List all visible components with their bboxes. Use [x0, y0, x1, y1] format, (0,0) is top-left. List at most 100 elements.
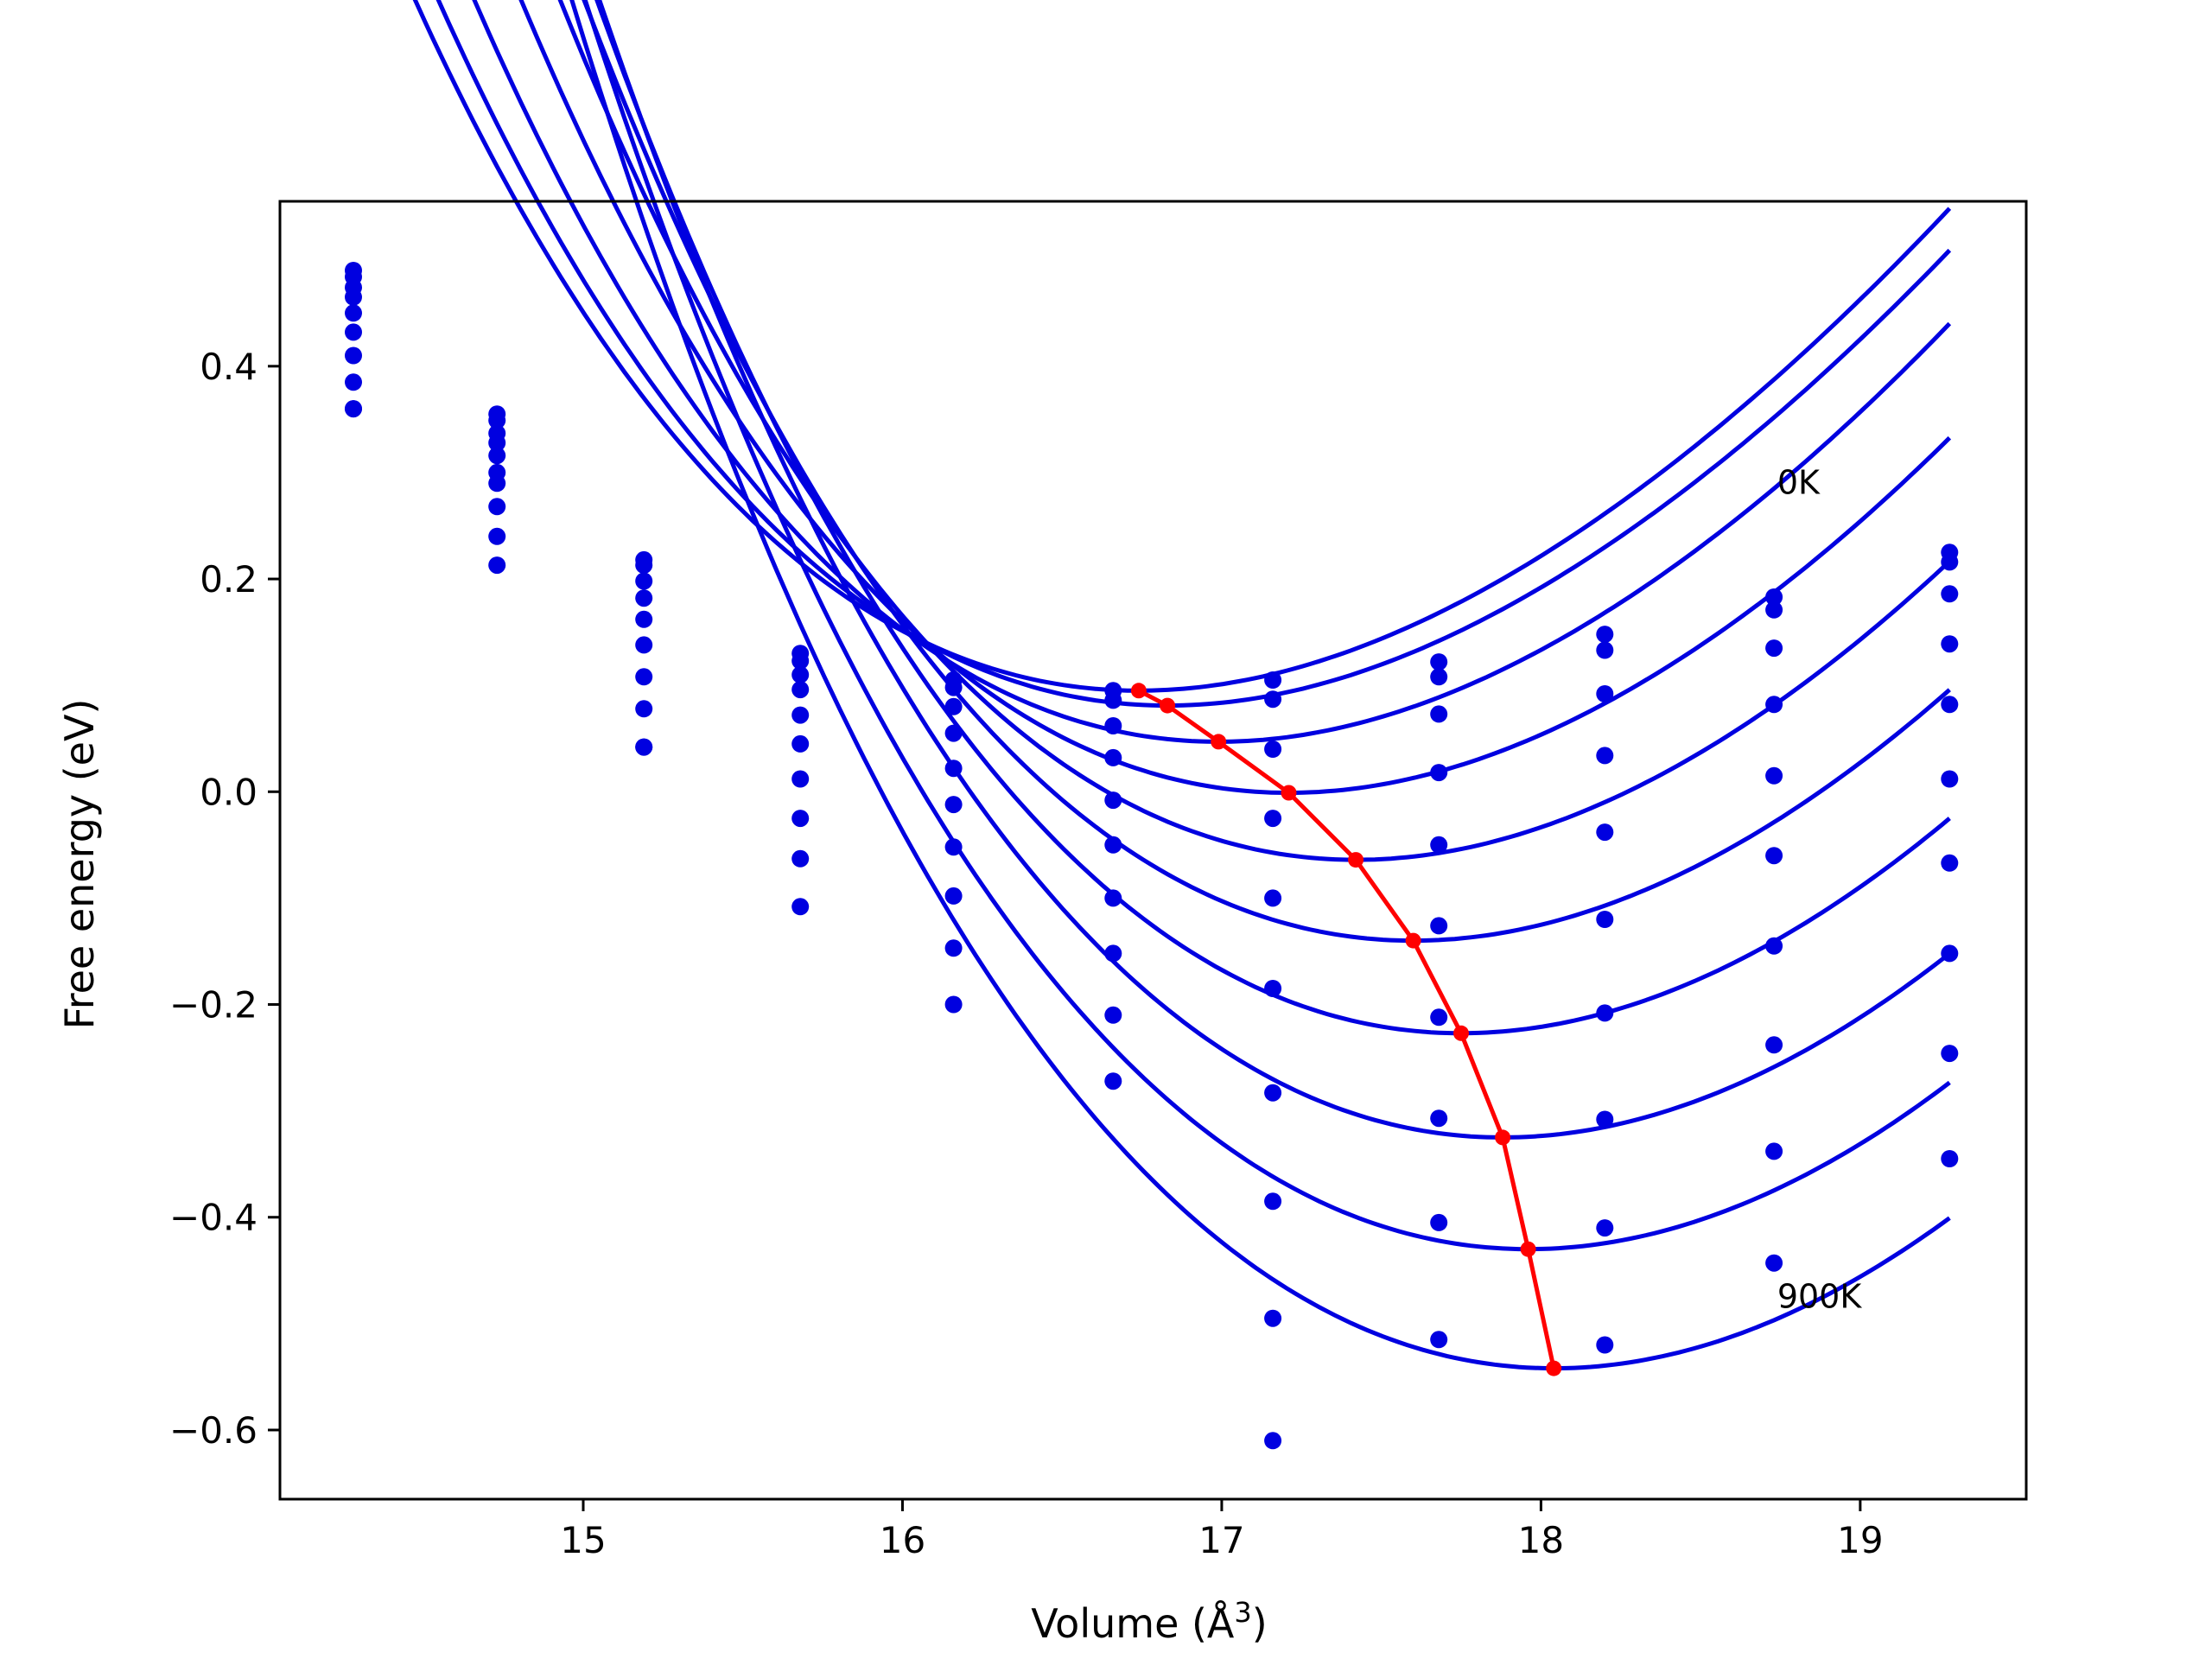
data-point: [1264, 690, 1282, 709]
minimum-point: [1546, 1360, 1562, 1376]
minimum-point: [1211, 734, 1227, 750]
minima-line: [1137, 689, 1556, 1370]
data-point: [791, 665, 810, 683]
data-point: [1765, 1142, 1783, 1160]
data-point: [488, 498, 506, 516]
y-tick-label: 0.2: [200, 558, 257, 601]
data-point: [345, 373, 362, 391]
data-point: [345, 346, 362, 365]
data-point: [488, 556, 506, 575]
data-point: [1941, 944, 1959, 963]
fit-curve-6: [582, 0, 1951, 944]
data-point: [1941, 696, 1959, 714]
data-point: [1104, 717, 1122, 734]
data-point: [1104, 791, 1122, 810]
data-point: [1104, 836, 1122, 854]
fit-curves: [412, 0, 1952, 1371]
data-point: [1596, 685, 1614, 702]
annotation-0k: 0K: [1777, 464, 1821, 502]
x-tick-label: 15: [560, 1519, 606, 1561]
data-point: [791, 681, 810, 699]
data-point: [1941, 585, 1959, 603]
data-point: [1104, 889, 1122, 907]
y-tick-label: 0.4: [200, 346, 257, 388]
annotations: 0K 900K: [1777, 464, 1863, 1316]
data-point: [1765, 696, 1783, 714]
y-tick-label: 0.0: [200, 771, 257, 813]
data-point: [1264, 741, 1282, 758]
y-tick-label: −0.2: [169, 984, 257, 1027]
data-point: [944, 760, 963, 778]
data-point: [635, 610, 653, 628]
data-point: [1941, 770, 1959, 788]
data-point: [791, 706, 810, 724]
y-tick-label: −0.6: [169, 1409, 257, 1452]
data-point: [944, 838, 963, 856]
data-point: [1596, 626, 1614, 644]
data-point: [1596, 1336, 1614, 1354]
data-point: [1264, 671, 1282, 689]
data-point: [1264, 889, 1282, 907]
data-point: [1264, 1192, 1282, 1211]
minimum-point: [1520, 1241, 1536, 1257]
minimum-point: [1453, 1025, 1469, 1041]
data-point: [1596, 747, 1614, 765]
data-point: [944, 796, 963, 814]
data-point: [345, 288, 362, 306]
data-point: [1765, 588, 1783, 606]
data-points: [345, 262, 1959, 1450]
fit-curve-10: [569, 0, 1951, 1371]
data-point: [1104, 748, 1122, 766]
data-point: [944, 939, 963, 957]
data-point: [345, 304, 362, 322]
data-point: [1104, 691, 1122, 709]
data-point: [1765, 639, 1783, 658]
data-point: [1765, 601, 1783, 619]
data-point: [1264, 1432, 1282, 1450]
data-point: [1765, 847, 1783, 865]
fit-curve-3: [472, 0, 1952, 744]
minimum-point: [1281, 785, 1297, 801]
data-point: [791, 849, 810, 868]
data-point: [944, 678, 963, 696]
data-point: [488, 527, 506, 545]
data-point: [635, 636, 653, 654]
data-point: [1596, 823, 1614, 842]
data-point: [1430, 1331, 1448, 1349]
fit-curve-2: [435, 0, 1952, 709]
data-point: [1264, 810, 1282, 828]
data-point: [635, 668, 653, 686]
data-point: [791, 652, 810, 670]
y-axis-ticks: 0.4 0.2 0.0 −0.2 −0.4 −0.6: [169, 346, 280, 1452]
data-point: [1941, 635, 1959, 653]
minimum-point: [1130, 683, 1147, 699]
data-point: [1765, 766, 1783, 785]
data-point: [635, 556, 653, 575]
x-tick-label: 16: [880, 1519, 925, 1561]
data-point: [1430, 653, 1448, 671]
data-point: [488, 447, 506, 465]
fit-curve-5: [557, 0, 1952, 862]
fit-curve-4: [518, 0, 1952, 795]
data-point: [1941, 854, 1959, 872]
data-point: [1430, 764, 1448, 782]
plot-frame: [278, 200, 2028, 1501]
data-point: [1941, 553, 1959, 571]
data-point: [944, 724, 963, 742]
data-point: [1264, 980, 1282, 997]
data-point: [1430, 917, 1448, 935]
minimum-point: [1495, 1129, 1511, 1146]
x-tick-label: 17: [1198, 1519, 1244, 1561]
data-point: [1264, 1309, 1282, 1327]
x-axis-ticks: 15 16 17 18 19: [560, 1499, 1884, 1561]
data-point: [944, 697, 963, 715]
data-point: [635, 738, 653, 756]
fit-curve-8: [597, 0, 1951, 1140]
data-point: [1430, 705, 1448, 723]
data-point: [1941, 1150, 1959, 1167]
data-point: [345, 400, 362, 418]
data-point: [1430, 1213, 1448, 1231]
x-tick-label: 19: [1837, 1519, 1883, 1561]
